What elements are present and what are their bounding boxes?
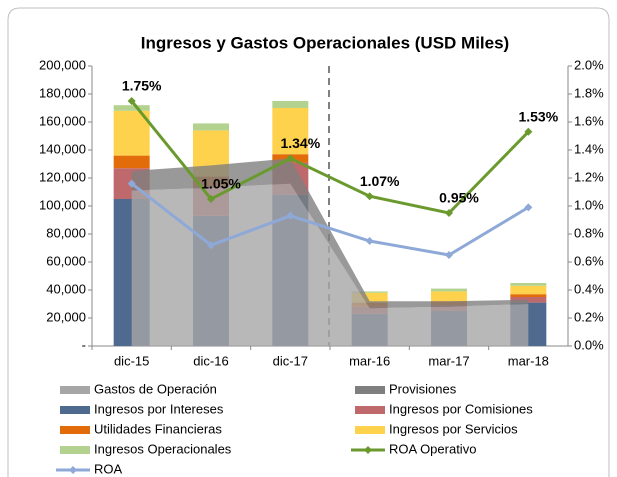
bar [510,285,547,295]
y-tick-label: 80,000 [46,225,86,240]
y2-tick-label: 0.2% [574,309,604,324]
legend-label: ROA Operativo [389,441,476,456]
bar [113,105,150,111]
y2-tick-label: 1.4% [574,141,604,156]
legend-label: Ingresos por Intereses [94,401,224,416]
y2-tick-label: 0.8% [574,225,604,240]
y2-tick-label: 1.6% [574,113,604,128]
marker [445,209,453,217]
marker [445,251,453,259]
y-tick-label: - [82,337,86,352]
bar [113,155,150,169]
legend-swatch [60,386,90,394]
y-tick-label: 200,000 [39,57,86,72]
y2-tick-label: 0.4% [574,281,604,296]
x-tick-label: mar-18 [508,353,549,368]
legend-label: ROA [94,461,123,476]
data-label: 1.05% [201,176,241,192]
marker [286,211,295,220]
chart-border [7,7,610,477]
bar [351,291,388,293]
y-tick-label: 20,000 [46,309,86,324]
y2-tick-label: 1.0% [574,197,604,212]
legend-label: Ingresos por Comisiones [389,401,533,416]
data-label: 1.34% [280,135,320,151]
bar [272,108,309,155]
y-tick-label: 60,000 [46,253,86,268]
bar [431,288,467,292]
bar [510,294,547,297]
legend-label: Ingresos Operacionales [94,441,232,456]
x-tick-label: mar-16 [349,353,390,368]
bar [510,283,547,286]
data-label: 1.07% [360,173,400,189]
chart-title: Ingresos y Gastos Operacionales (USD Mil… [141,33,509,52]
legend-swatch [60,426,90,434]
marker [365,237,374,245]
legend-swatch [60,446,90,454]
legend-swatch [69,466,77,474]
area [131,183,529,346]
y-tick-label: 40,000 [46,281,86,296]
legend-label: Provisiones [389,381,457,396]
line [130,182,530,257]
y-tick-label: 180,000 [39,85,86,100]
legend-swatch [355,426,385,434]
legend-swatch [364,446,372,454]
y-tick-label: 120,000 [39,169,86,184]
marker [127,179,136,188]
x-tick-label: dic-16 [193,353,228,368]
marker [207,195,215,203]
marker [127,97,136,105]
bar [510,297,547,303]
data-label: 1.53% [518,109,558,125]
legend-label: Gastos de Operación [94,381,217,396]
legend-label: Ingresos por Servicios [389,421,518,436]
y2-tick-label: 2.0% [574,57,604,72]
y-tick-label: 100,000 [39,197,86,212]
bar [351,292,388,303]
y2-tick-label: 0.6% [574,253,604,268]
marker [365,192,374,201]
line [130,100,530,215]
marker [207,241,215,250]
legend-swatch [60,406,90,414]
x-tick-label: mar-17 [428,353,469,368]
y-tick-label: 140,000 [39,141,86,156]
y-tick-label: 160,000 [39,113,86,128]
legend-label: Utilidades Financieras [94,421,222,436]
bar [193,123,229,131]
legend-swatch [355,386,385,394]
y2-tick-label: 1.2% [574,169,604,184]
bar [431,291,467,302]
bar [272,101,309,108]
area [131,158,529,309]
y2-tick-label: 0.0% [574,337,604,352]
marker [524,203,533,212]
data-label: 0.95% [439,190,479,206]
marker [286,154,295,163]
bar [113,110,150,156]
marker [524,127,533,136]
y2-tick-label: 1.8% [574,85,604,100]
x-tick-label: dic-17 [273,353,308,368]
data-label: 1.75% [122,78,162,94]
x-tick-label: dic-15 [114,353,149,368]
legend-swatch [355,406,385,414]
